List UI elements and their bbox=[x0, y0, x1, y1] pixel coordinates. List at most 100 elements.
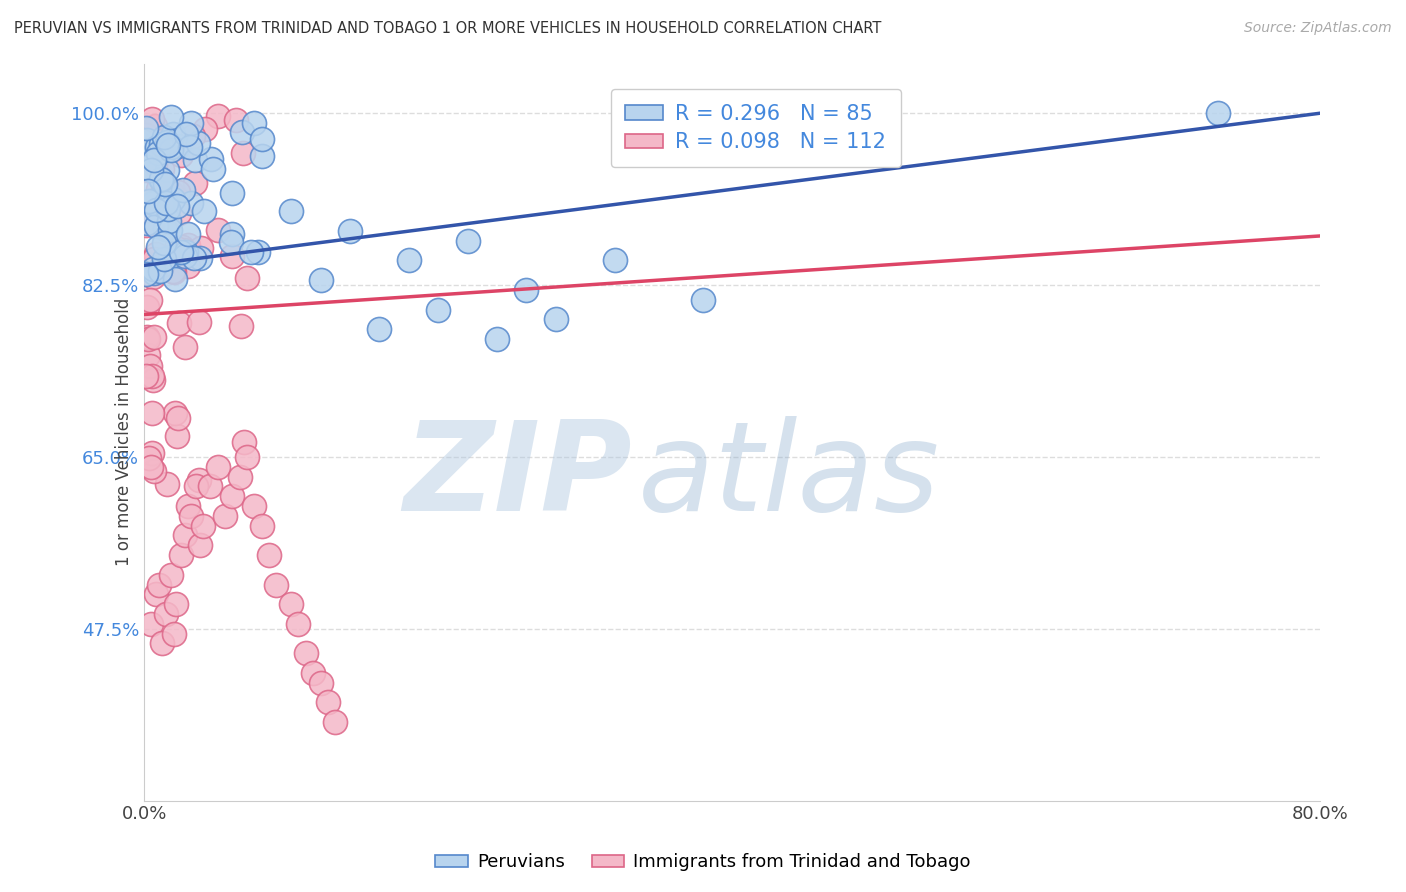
Point bbox=[135, 256, 157, 270]
Point bbox=[141, 260, 163, 274]
Point bbox=[156, 138, 179, 153]
Point bbox=[236, 271, 259, 285]
Point bbox=[233, 434, 256, 449]
Point bbox=[188, 315, 211, 329]
Point bbox=[141, 112, 163, 126]
Point bbox=[162, 127, 184, 141]
Point bbox=[162, 264, 184, 278]
Point bbox=[139, 359, 162, 374]
Point bbox=[485, 332, 508, 346]
Point bbox=[146, 146, 169, 161]
Point bbox=[135, 216, 157, 230]
Point bbox=[427, 302, 450, 317]
Point bbox=[142, 153, 165, 167]
Point bbox=[368, 322, 391, 336]
Point bbox=[141, 216, 163, 230]
Point bbox=[149, 264, 172, 278]
Point bbox=[159, 223, 181, 237]
Point bbox=[135, 219, 157, 233]
Point bbox=[135, 300, 157, 314]
Point bbox=[146, 182, 169, 196]
Point bbox=[142, 330, 165, 344]
Point bbox=[177, 238, 200, 252]
Point bbox=[316, 695, 339, 709]
Point bbox=[135, 194, 157, 209]
Text: PERUVIAN VS IMMIGRANTS FROM TRINIDAD AND TOBAGO 1 OR MORE VEHICLES IN HOUSEHOLD : PERUVIAN VS IMMIGRANTS FROM TRINIDAD AND… bbox=[14, 21, 882, 36]
Point bbox=[177, 499, 200, 513]
Point bbox=[177, 227, 200, 242]
Point bbox=[156, 476, 179, 491]
Point bbox=[173, 340, 195, 354]
Point bbox=[156, 202, 179, 216]
Point bbox=[166, 199, 188, 213]
Point bbox=[136, 133, 159, 147]
Point bbox=[155, 607, 177, 621]
Point bbox=[295, 646, 318, 660]
Point bbox=[142, 252, 165, 266]
Point bbox=[145, 247, 167, 261]
Point bbox=[515, 283, 537, 297]
Point bbox=[692, 293, 714, 307]
Point bbox=[221, 186, 243, 200]
Point bbox=[225, 113, 247, 128]
Point bbox=[180, 116, 202, 130]
Point bbox=[136, 184, 159, 198]
Point bbox=[156, 163, 179, 178]
Point bbox=[136, 348, 159, 362]
Point bbox=[155, 195, 177, 210]
Point bbox=[150, 137, 173, 152]
Y-axis label: 1 or more Vehicles in Household: 1 or more Vehicles in Household bbox=[115, 298, 134, 566]
Point bbox=[160, 186, 183, 200]
Point bbox=[193, 203, 215, 218]
Point bbox=[142, 196, 165, 211]
Point bbox=[207, 223, 229, 237]
Point bbox=[603, 253, 626, 268]
Point bbox=[162, 192, 184, 206]
Text: Source: ZipAtlas.com: Source: ZipAtlas.com bbox=[1244, 21, 1392, 35]
Point bbox=[457, 234, 479, 248]
Point bbox=[243, 499, 266, 513]
Point bbox=[142, 270, 165, 285]
Point bbox=[170, 548, 193, 562]
Point bbox=[150, 198, 173, 212]
Point bbox=[160, 140, 183, 154]
Point bbox=[219, 235, 242, 249]
Point bbox=[166, 429, 188, 443]
Point bbox=[139, 293, 162, 307]
Point bbox=[135, 211, 157, 226]
Point bbox=[302, 665, 325, 680]
Point bbox=[266, 577, 288, 591]
Point bbox=[135, 162, 157, 177]
Point bbox=[177, 259, 200, 273]
Point bbox=[163, 406, 186, 420]
Point bbox=[280, 597, 302, 611]
Point bbox=[184, 176, 207, 190]
Point bbox=[135, 259, 157, 273]
Point bbox=[202, 162, 225, 177]
Point bbox=[170, 244, 193, 259]
Point bbox=[152, 183, 174, 197]
Point bbox=[165, 241, 187, 255]
Point bbox=[247, 244, 270, 259]
Point bbox=[236, 450, 259, 464]
Point bbox=[183, 251, 205, 265]
Point bbox=[138, 194, 160, 208]
Point bbox=[156, 135, 179, 149]
Point bbox=[167, 410, 190, 425]
Point bbox=[398, 253, 420, 268]
Point bbox=[136, 333, 159, 347]
Point bbox=[155, 221, 177, 235]
Point bbox=[167, 205, 190, 219]
Point bbox=[200, 479, 222, 493]
Point bbox=[141, 616, 163, 631]
Point bbox=[184, 153, 207, 168]
Point bbox=[221, 249, 243, 263]
Point bbox=[135, 330, 157, 344]
Point bbox=[179, 140, 201, 154]
Point bbox=[145, 219, 167, 233]
Point bbox=[228, 469, 250, 483]
Point bbox=[172, 183, 194, 197]
Point bbox=[221, 489, 243, 503]
Point bbox=[141, 196, 163, 211]
Point bbox=[167, 317, 190, 331]
